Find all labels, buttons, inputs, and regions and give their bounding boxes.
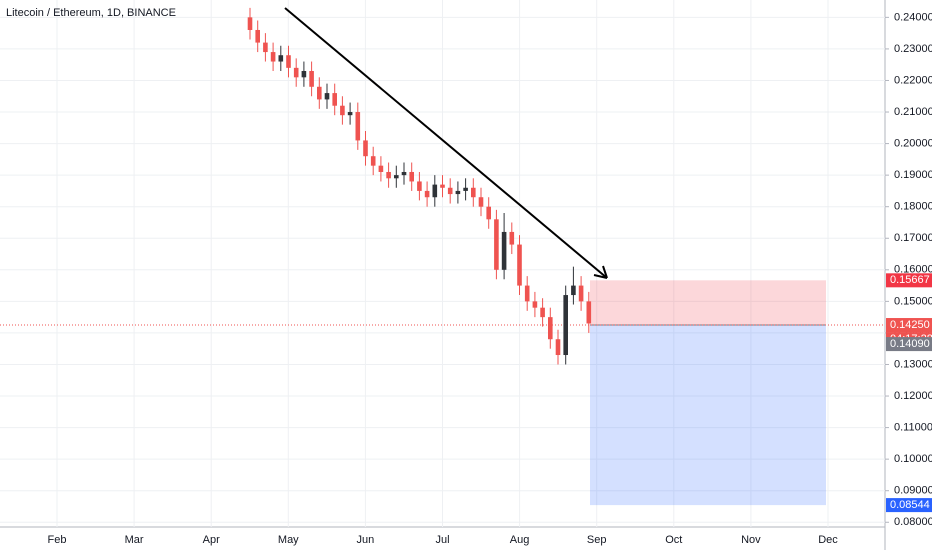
x-tick-label: Nov [741,534,761,546]
candle-body [386,171,391,179]
candle-body [586,301,592,324]
candle-body [509,231,515,245]
candle-body [255,29,260,43]
candle-body [340,105,345,116]
last-label: 0.14090 [890,338,930,350]
y-tick-label: 0.23000 [894,43,932,55]
x-tick-label: Jun [357,534,375,546]
candle-body [486,206,491,220]
candle-body [332,93,337,106]
y-tick-label: 0.22000 [894,74,932,86]
candle-body [270,52,276,62]
last-label-bg [886,337,932,352]
candle-body [363,140,368,157]
candle-body [455,190,461,195]
candle-body [309,71,314,87]
candle-body [347,112,353,116]
plot [0,0,885,527]
x-tick-label: Oct [665,534,682,546]
y-tick-label: 0.12000 [894,390,932,402]
y-tick-label: 0.17000 [894,232,932,244]
candle-body [278,55,284,62]
x-tick-label: Mar [125,534,144,546]
candle-body [301,71,307,78]
candle-body [571,285,576,296]
y-tick-label: 0.08000 [894,516,932,528]
trend-arrow [284,7,608,279]
candle-body [355,112,361,141]
y-tick-label: 0.24000 [894,11,932,23]
target-label: 0.08544 [890,499,930,511]
candle-body [548,317,553,340]
candle-body [401,171,407,176]
candle-body [317,86,322,100]
x-tick-label: Aug [510,534,530,546]
candle-body [378,165,384,172]
candle-body [540,307,545,318]
x-tick-label: Dec [818,534,838,546]
candle-body [247,17,253,30]
candle-body [532,301,538,308]
candle-body [447,187,453,195]
x-tick-label: May [278,534,299,546]
x-tick-label: Sep [587,534,607,546]
candle-body [463,187,468,191]
stop-zone [590,280,826,326]
y-tick-label: 0.20000 [894,137,932,149]
candle-body [524,285,530,302]
y-tick-label: 0.18000 [894,201,932,213]
chart-title: Litecoin / Ethereum, 1D, BINANCE [6,7,176,19]
candle-body [417,181,422,191]
y-tick-label: 0.16000 [894,264,932,276]
x-tick-label: Apr [203,534,220,546]
candle-body [432,184,438,198]
target-zone [590,325,826,506]
stop-label: 0.15667 [890,274,930,286]
y-tick-label: 0.13000 [894,358,932,370]
x-tick-label: Jul [435,534,449,546]
y-tick-label: 0.09000 [894,485,932,497]
candle-body [517,244,522,286]
trend-arrowhead [593,265,608,279]
candle-body [471,187,476,198]
entry-label-bg [886,318,932,333]
candle-body [478,197,484,207]
candle-body [555,339,561,356]
candle-body [286,55,291,68]
candle-body [263,42,268,53]
candle-body [394,175,399,179]
x-tick-label: Feb [48,534,67,546]
y-tick-label: 0.19000 [894,169,932,181]
y-tick-label: 0.15000 [894,295,932,307]
entry-label: 0.14250 [890,319,930,331]
candle-body [409,171,414,182]
y-tick-label: 0.21000 [894,106,932,118]
y-tick-label: 0.10000 [894,453,932,465]
candle-body [370,156,376,166]
candle-body [424,190,430,198]
candle-body [563,295,568,356]
candle-body [440,184,445,188]
candle-body [494,219,499,270]
candle-body [501,231,507,270]
candle-body [293,67,299,78]
target-label-bg [886,498,932,513]
candle-body [578,285,584,302]
y-tick-label: 0.11000 [894,422,932,434]
stop-label-bg [886,273,932,288]
candle-body [324,93,330,100]
